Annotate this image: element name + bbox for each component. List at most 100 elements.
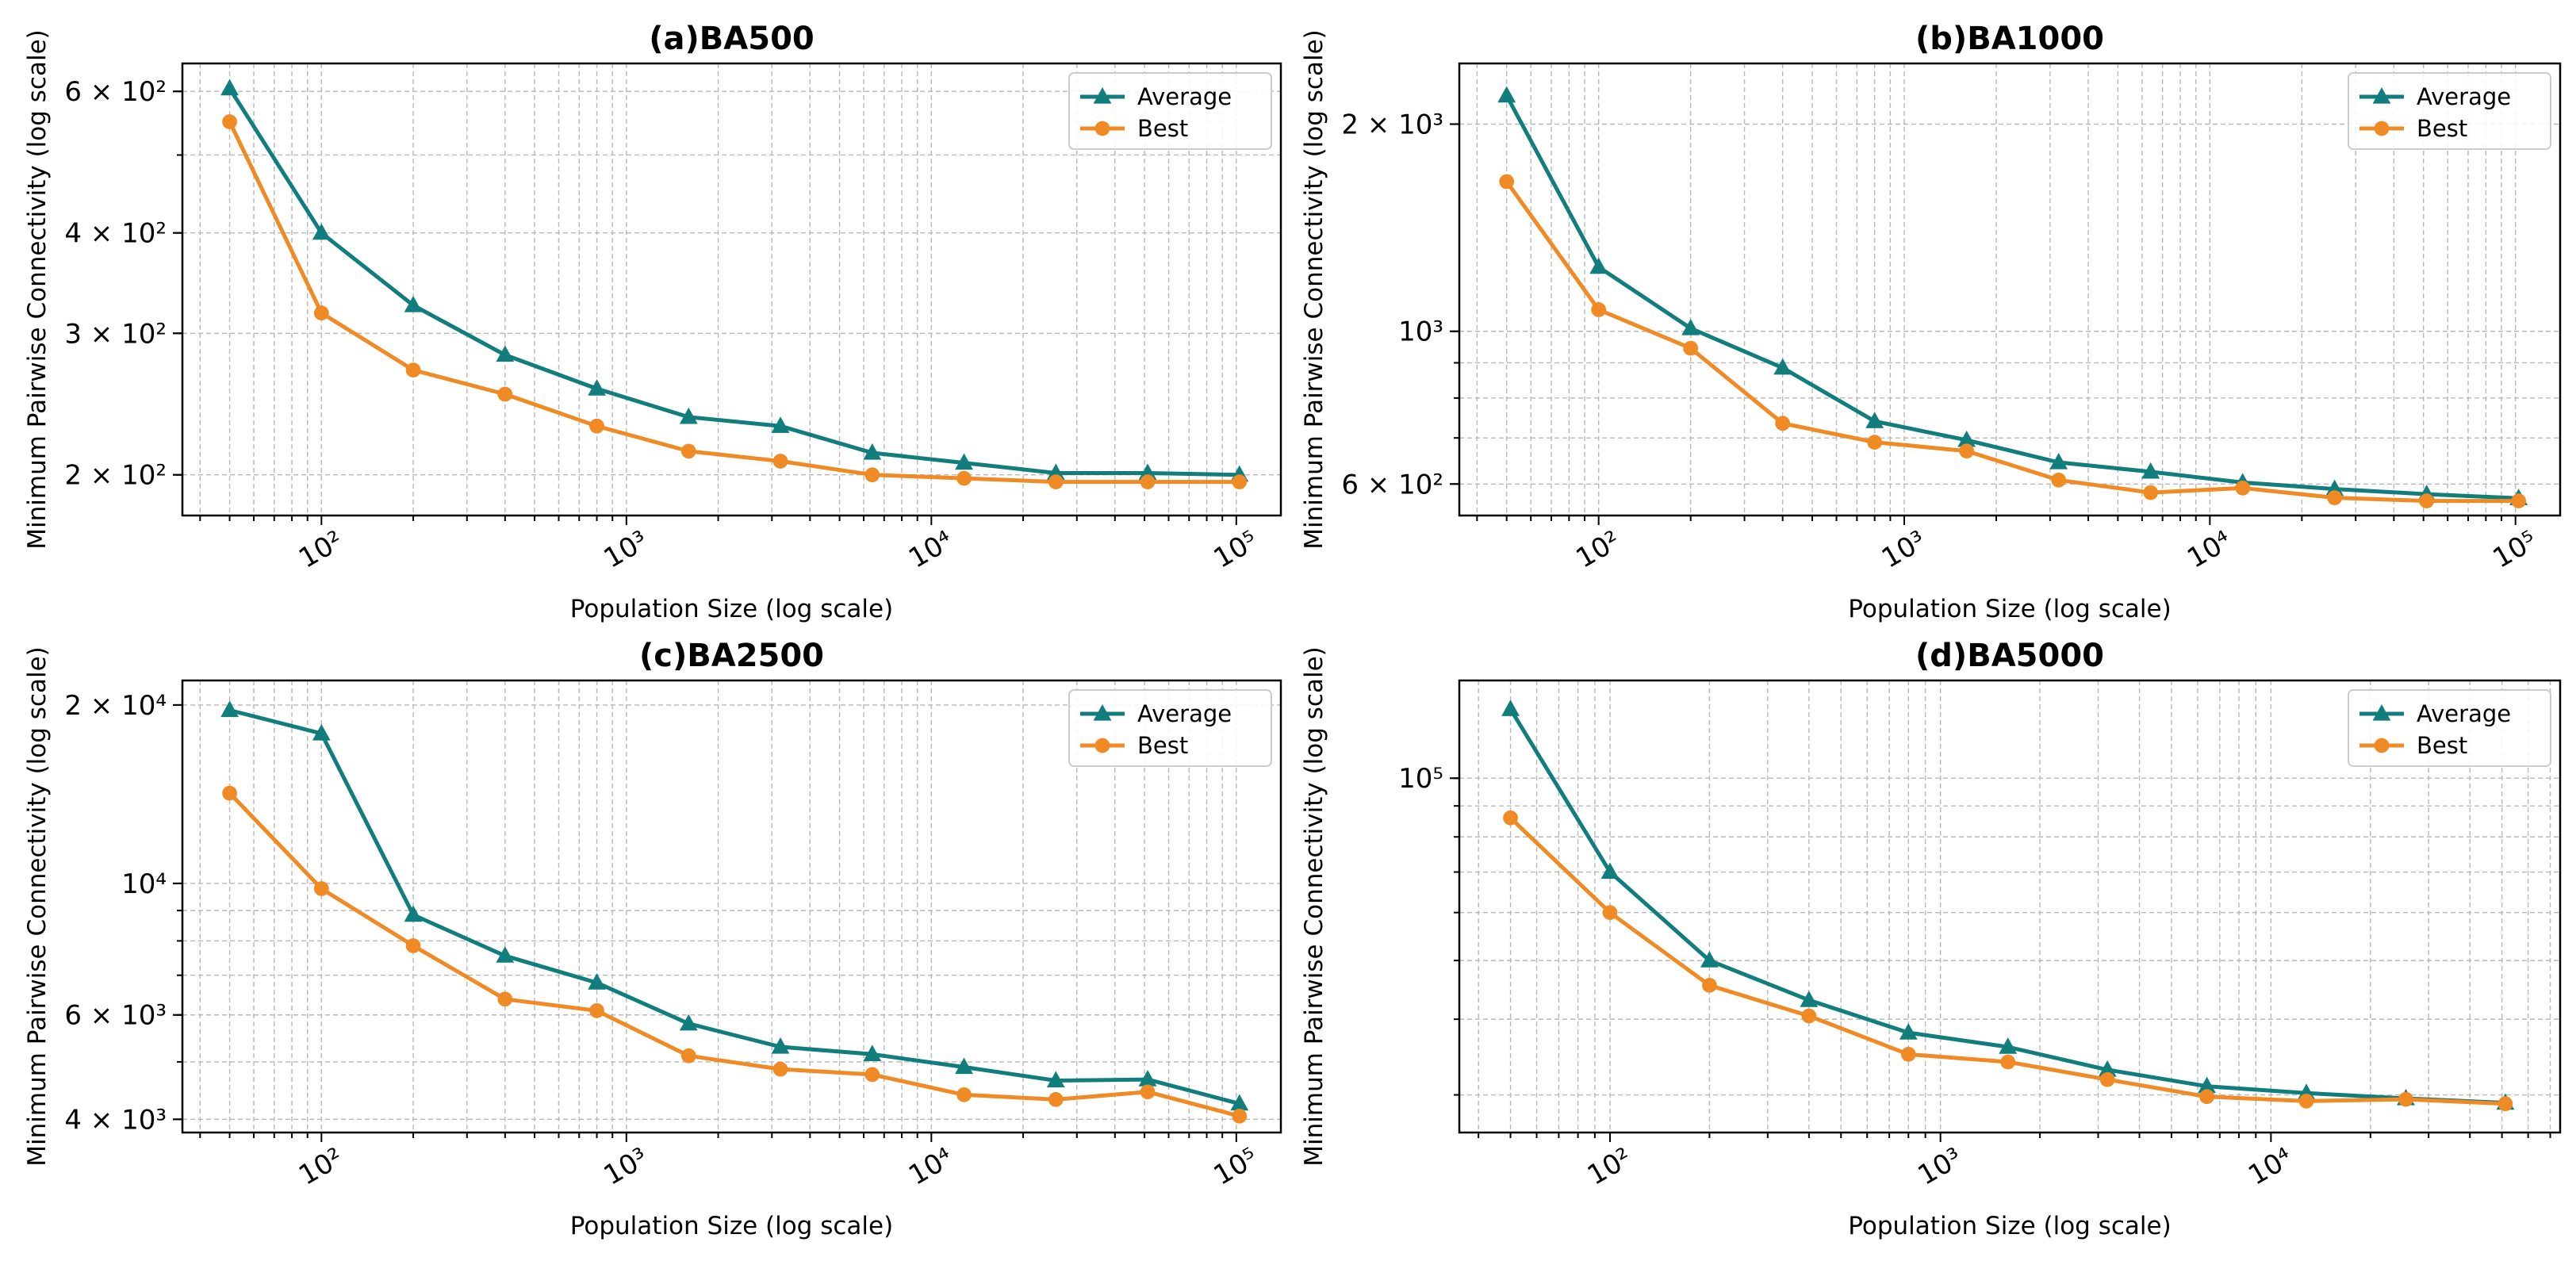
panel-a: 10² 10³ 10⁴ 10⁵ 2 × 10² 3 × 10² 4 × 10² 6 × 10²… [23, 21, 1282, 623]
x-axis-label: Population Size (log scale) [570, 595, 893, 623]
data-point [2497, 1096, 2513, 1112]
legend-entry-average: Average [2359, 700, 2511, 727]
panel-b: 10² 10³ 10⁴ 10⁵ 6 × 10² 10³ 2 × 10³ (b)BA1000 Po… [1300, 21, 2562, 623]
data-point [1681, 318, 1700, 335]
data-point [680, 1048, 696, 1064]
data-point [2235, 480, 2251, 496]
x-tick-label: 10³ [599, 1142, 654, 1192]
data-point [496, 946, 515, 963]
axes-frame [181, 62, 1282, 517]
data-point [1048, 1092, 1064, 1107]
data-point [1801, 1008, 1817, 1024]
data-point [1899, 1023, 1918, 1040]
data-point [1957, 430, 1976, 447]
axes-frame [181, 679, 1282, 1134]
data-point [2049, 453, 2068, 470]
panel-d: 10² 10³ 10⁴ 10⁵ (d)BA5000 Population Size (lo… [1300, 638, 2562, 1240]
data-point [1046, 1071, 1065, 1088]
y-tick-label: 6 × 10² [1341, 469, 1443, 500]
data-point [955, 1057, 973, 1075]
data-point [1497, 86, 1516, 103]
y-tick-label: 4 × 10² [64, 218, 167, 250]
x-tick-label: 10⁵ [2488, 525, 2543, 575]
x-tick-label: 10² [1582, 1142, 1637, 1192]
x-axis-label: Population Size (log scale) [1848, 1212, 2171, 1240]
series-line-best [228, 121, 1240, 485]
data-point [404, 296, 423, 312]
data-point [1773, 358, 1792, 375]
data-point [1865, 412, 1884, 428]
data-point [1702, 978, 1717, 993]
data-point [2098, 1060, 2117, 1077]
y-tick-label: 2 × 10³ [1341, 109, 1443, 140]
y-tick-label: 3 × 10² [64, 318, 167, 350]
data-point [2143, 485, 2159, 500]
data-point [312, 723, 331, 741]
data-point [863, 443, 882, 460]
data-point [956, 1087, 972, 1102]
legend: Average Best [2348, 72, 2551, 150]
y-tick-label: 10⁵ [1398, 763, 1443, 795]
series-line-best [1505, 180, 2519, 504]
data-point [1959, 443, 1975, 459]
y-tick-label: 10³ [1398, 316, 1443, 348]
data-point [1589, 257, 1608, 274]
legend-entry-best: Best [1080, 115, 1188, 142]
y-axis-label: Minimum Pairwise Connectivity (log scale… [1300, 646, 1328, 1167]
y-axis-label: Minimum Pairwise Connectivity (log scale… [23, 29, 52, 550]
data-point [680, 443, 696, 459]
legend: Average Best [1068, 72, 1272, 150]
data-point [1900, 1047, 1916, 1062]
y-axis-label: Minimum Pairwise Connectivity (log scale… [1300, 29, 1328, 550]
y-tick-label: 6 × 10² [64, 76, 167, 108]
data-point [1140, 1084, 1156, 1100]
panel-c: 10² 10³ 10⁴ 10⁵ 4 × 10³ 6 × 10³ 10⁴ 2 × 10⁴ (c)B… [23, 638, 1282, 1240]
x-tick-label: 10² [1571, 525, 1626, 575]
legend-label: Best [2417, 115, 2467, 142]
x-tick-label: 10³ [1876, 525, 1931, 575]
chart-title: (a)BA500 [649, 21, 815, 57]
data-point [497, 386, 513, 402]
data-point [220, 700, 239, 718]
legend-label: Average [1137, 700, 1232, 727]
series-best [1499, 174, 2527, 508]
data-point [2298, 1094, 2314, 1109]
data-point [312, 223, 331, 240]
data-point [863, 1044, 882, 1061]
data-point [679, 1014, 698, 1031]
data-point [771, 1037, 790, 1054]
x-axis-label: Population Size (log scale) [1848, 595, 2171, 623]
data-point [1700, 951, 1719, 968]
legend-entry-best: Best [2359, 732, 2467, 759]
x-tick-label: 10⁴ [2182, 525, 2237, 575]
legend-label: Best [2417, 732, 2467, 759]
data-point [772, 454, 788, 469]
y-tick-label: 6 × 10³ [64, 1000, 167, 1032]
data-point [1503, 810, 1518, 826]
data-point [2327, 490, 2343, 506]
data-point [2198, 1076, 2217, 1094]
data-point [589, 418, 604, 434]
triangle-marker-icon [1093, 87, 1112, 104]
data-point [1140, 474, 1156, 489]
series-best [222, 785, 1248, 1124]
chart-title: (c)BA2500 [639, 638, 824, 674]
legend-entry-average: Average [1080, 700, 1232, 727]
data-point [405, 938, 421, 953]
legend-entry-average: Average [1080, 83, 1232, 110]
data-point [864, 467, 880, 483]
data-point [222, 785, 237, 801]
series-average [220, 700, 1249, 1111]
data-point [1499, 174, 1515, 190]
x-tick-label: 10² [293, 525, 348, 575]
x-axis-label: Population Size (log scale) [570, 1212, 893, 1240]
data-point [404, 905, 423, 922]
data-point [497, 991, 513, 1007]
data-point [2511, 493, 2527, 508]
circle-marker-icon [2374, 121, 2390, 136]
legend-entry-average: Average [2359, 83, 2511, 110]
data-point [1232, 1108, 1248, 1124]
data-point [679, 407, 698, 424]
legend-label: Best [1137, 732, 1188, 759]
